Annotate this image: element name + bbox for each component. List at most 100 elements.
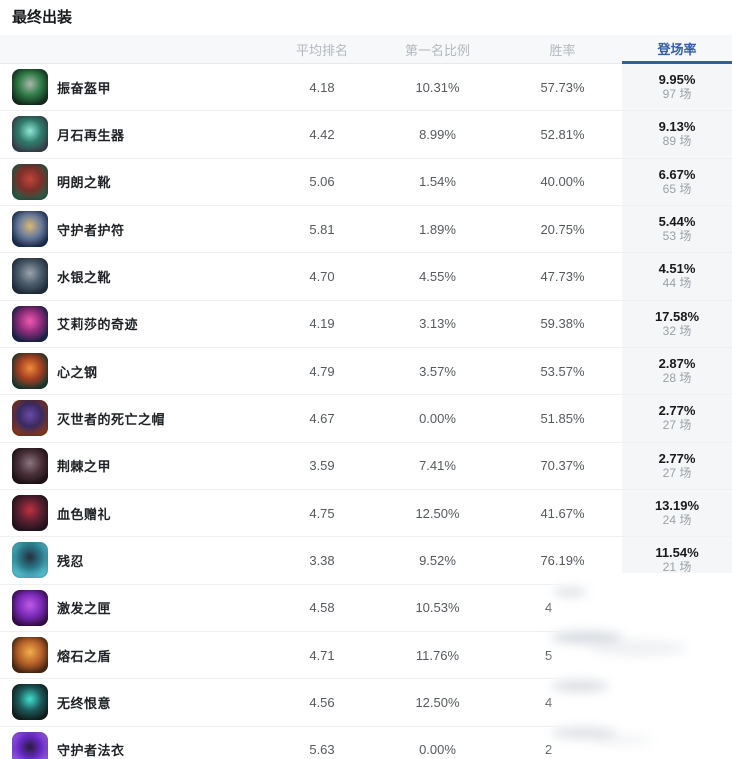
pick-rate-cell: 9.13% 89 场 (622, 111, 732, 158)
item-name: 熔石之盾 (57, 648, 112, 664)
pick-rate-cell: 6.67% 65 场 (622, 158, 732, 205)
pick-rate-value: 13.19% (654, 498, 700, 514)
match-count: 27 场 (662, 465, 692, 480)
table-row[interactable]: 灭世者的死亡之帽 4.67 0.00% 51.85% 2.77% 27 场 (0, 395, 732, 443)
match-count: 28 场 (662, 371, 692, 386)
win-rate-value: 20.75% (540, 221, 585, 237)
win-rate-value: 53.57% (540, 363, 585, 379)
win-rate-value: 57.73% (540, 79, 585, 95)
pick-rate-cell: 2.77% 27 场 (622, 442, 732, 489)
avg-rank-value: 4.71 (309, 647, 335, 663)
table-row[interactable]: 艾莉莎的奇迹 4.19 3.13% 59.38% 17.58% 32 场 (0, 300, 732, 348)
item-name: 守护者法衣 (57, 743, 125, 759)
blur-streak (590, 640, 686, 656)
avg-rank-value: 4.70 (309, 268, 335, 284)
item-icon (12, 400, 48, 437)
win-rate-value: 76.19% (540, 552, 585, 568)
item-icon (12, 353, 48, 390)
table-row[interactable]: 守护者护符 5.81 1.89% 20.75% 5.44% 53 场 (0, 205, 732, 254)
match-count: 97 场 (662, 87, 692, 102)
item-icon (12, 589, 48, 626)
match-count: 53 场 (662, 229, 692, 244)
item-name: 振奋盔甲 (57, 80, 112, 96)
column-header-first-place-rate[interactable]: 第一名比例 (404, 43, 470, 58)
win-rate-value: 59.38% (540, 316, 585, 332)
pick-rate-value: 6.67% (658, 166, 696, 182)
table-row[interactable]: 荆棘之甲 3.59 7.41% 70.37% 2.77% 27 场 (0, 442, 732, 490)
pick-rate-cell: 9.95% 97 场 (622, 64, 732, 111)
item-icon (12, 116, 48, 153)
table-row[interactable]: 水银之靴 4.70 4.55% 47.73% 4.51% 44 场 (0, 253, 732, 301)
item-icon (12, 731, 48, 759)
blur-streak (551, 680, 609, 692)
avg-rank-value: 4.18 (309, 79, 335, 95)
pick-rate-cell: 2.77% 27 场 (622, 395, 732, 442)
item-name: 月石再生器 (57, 127, 125, 143)
first-place-rate-value: 0.00% (419, 742, 456, 758)
table-row[interactable]: 月石再生器 4.42 8.99% 52.81% 9.13% 89 场 (0, 111, 732, 159)
page-title: 最终出装 (12, 9, 73, 26)
blur-redaction-overlay (566, 573, 732, 759)
first-place-rate-value: 11.76% (415, 647, 460, 663)
blur-streak (592, 735, 652, 745)
first-place-rate-value: 8.99% (419, 126, 456, 142)
table-row[interactable]: 心之钢 4.79 3.57% 53.57% 2.87% 28 场 (0, 347, 732, 396)
first-place-rate-value: 10.31% (415, 79, 460, 95)
first-place-rate-value: 7.41% (419, 458, 456, 474)
table-row[interactable]: 血色赠礼 4.75 12.50% 41.67% 13.19% 24 场 (0, 489, 732, 538)
avg-rank-value: 4.56 (309, 694, 335, 710)
pick-rate-cell: 4.51% 44 场 (622, 253, 732, 300)
item-name: 灭世者的死亡之帽 (57, 411, 166, 427)
win-rate-value: 52.81% (540, 126, 585, 142)
avg-rank-value: 3.59 (309, 458, 335, 474)
first-place-rate-value: 12.50% (415, 505, 460, 521)
column-header-pick-rate[interactable]: 登场率 (622, 35, 732, 64)
item-name: 荆棘之甲 (57, 459, 112, 475)
avg-rank-value: 4.42 (309, 126, 335, 142)
match-count: 27 场 (662, 418, 692, 433)
item-icon (12, 542, 48, 579)
first-place-rate-value: 1.89% (419, 221, 456, 237)
item-name: 水银之靴 (57, 269, 112, 285)
table-row[interactable]: 振奋盔甲 4.18 10.31% 57.73% 9.95% 97 场 (0, 64, 732, 112)
match-count: 65 场 (662, 181, 692, 196)
avg-rank-value: 4.75 (309, 505, 335, 521)
win-rate-value: 41.67% (540, 505, 585, 521)
avg-rank-value: 5.81 (309, 221, 335, 237)
blur-redaction-fade (546, 573, 566, 759)
match-count: 89 场 (662, 134, 692, 149)
item-name: 心之钢 (57, 364, 98, 380)
column-header-avg-rank[interactable]: 平均排名 (295, 43, 348, 58)
win-rate-value: 47.73% (540, 268, 585, 284)
pick-rate-value: 2.77% (658, 450, 696, 466)
first-place-rate-value: 12.50% (415, 694, 460, 710)
pick-rate-cell: 13.19% 24 场 (622, 489, 732, 537)
item-name: 残忍 (57, 553, 85, 569)
pick-rate-cell: 17.58% 32 场 (622, 300, 732, 347)
blur-streak (553, 587, 587, 597)
blur-streak (551, 631, 623, 644)
avg-rank-value: 4.79 (309, 363, 335, 379)
first-place-rate-value: 10.53% (415, 600, 460, 616)
pick-rate-cell: 5.44% 53 场 (622, 205, 732, 253)
item-icon (12, 258, 48, 295)
item-name: 明朗之靴 (57, 175, 112, 191)
pick-rate-value: 9.95% (658, 72, 696, 88)
item-name: 血色赠礼 (57, 506, 112, 522)
table-row[interactable]: 明朗之靴 5.06 1.54% 40.00% 6.67% 65 场 (0, 158, 732, 206)
win-rate-value: 70.37% (540, 458, 585, 474)
item-icon (12, 684, 48, 721)
avg-rank-value: 4.67 (309, 410, 335, 426)
item-icon (12, 637, 48, 674)
column-header-win-rate[interactable]: 胜率 (549, 43, 576, 58)
avg-rank-value: 4.58 (309, 600, 335, 616)
item-icon (12, 163, 48, 200)
match-count: 44 场 (662, 276, 692, 291)
avg-rank-value: 5.06 (309, 174, 335, 190)
pick-rate-value: 9.13% (658, 119, 696, 135)
match-count: 21 场 (662, 560, 692, 575)
pick-rate-value: 4.51% (658, 261, 696, 277)
avg-rank-value: 5.63 (309, 742, 335, 758)
pick-rate-value: 2.77% (658, 403, 696, 419)
